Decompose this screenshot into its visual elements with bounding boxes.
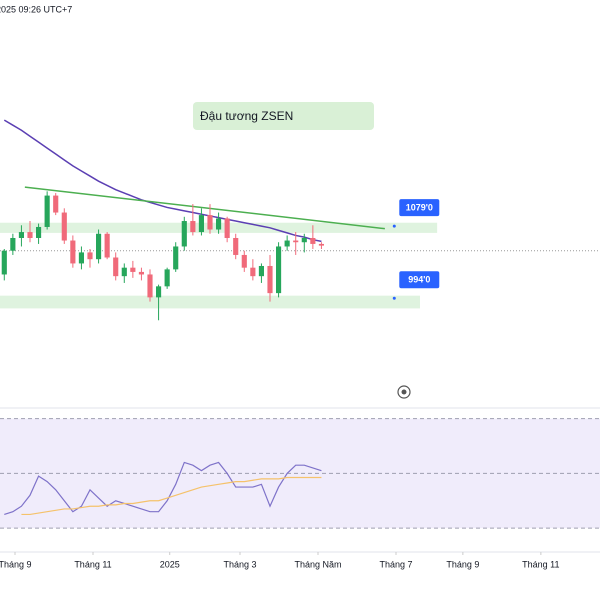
candle-body [258, 265, 264, 277]
price-label-anchor [392, 224, 396, 228]
price-label: 994'0 [408, 275, 430, 285]
candle-body [250, 267, 256, 277]
moving-average [3, 119, 322, 243]
candle-body [138, 271, 144, 275]
candle-body [96, 233, 102, 260]
candle-body [104, 233, 110, 258]
x-tick-label: Tháng 3 [223, 559, 256, 569]
candle-body [1, 250, 7, 275]
candle-body [241, 254, 247, 268]
annotation: Đậu tương ZSEN [200, 109, 293, 123]
candle-body [18, 232, 24, 238]
candle-body [78, 252, 84, 264]
price-label-box [399, 199, 440, 217]
candle-body [130, 267, 136, 272]
candle-body [61, 212, 67, 241]
candle-body [173, 246, 179, 270]
candle-body [190, 221, 196, 233]
rsi-ma [21, 476, 322, 516]
candle-body [36, 226, 42, 238]
candle-body [198, 215, 204, 233]
x-tick-label: Tháng 11 [522, 559, 559, 569]
rsi-line [4, 461, 322, 516]
candle-body [87, 252, 93, 260]
candle-body [207, 215, 213, 230]
candle-body [53, 195, 59, 213]
candle-body [318, 243, 324, 246]
candle-body [224, 218, 230, 238]
x-tick-label: Tháng Năm [294, 559, 341, 569]
candle-body [27, 232, 33, 238]
candle-body [44, 195, 50, 227]
price-label-box [399, 271, 440, 289]
trendline [24, 186, 385, 230]
candle-body [164, 269, 170, 287]
x-tick-label: 2025 [160, 559, 180, 569]
icon[interactable] [397, 385, 411, 399]
icon-dot [401, 389, 407, 395]
candle-body [276, 246, 282, 294]
candle-body [216, 218, 222, 230]
candle-body [156, 286, 162, 298]
candle-body [301, 237, 307, 243]
candle-body [284, 240, 290, 247]
x-tick-label: Tháng 7 [379, 559, 412, 569]
candle-body [147, 274, 153, 298]
x-tick-label: Tháng 9 [0, 559, 32, 569]
candle-body [233, 237, 239, 255]
candle-body [121, 267, 127, 277]
candle-body [70, 240, 76, 264]
price-label-anchor [392, 296, 396, 300]
candle-body [293, 240, 299, 243]
annotation-box [193, 102, 374, 130]
candle-body [113, 257, 119, 277]
price-label: 1079'0 [406, 202, 433, 212]
candle-body [10, 237, 16, 251]
timestamp: 2025 09:26 UTC+7 [0, 4, 72, 14]
candle-body [310, 237, 316, 244]
zone [0, 295, 420, 309]
x-tick-label: Tháng 11 [74, 559, 111, 569]
candle-body [181, 221, 187, 247]
candle-body [267, 265, 273, 294]
x-tick-label: Tháng 9 [446, 559, 479, 569]
rsi-band [0, 418, 600, 529]
